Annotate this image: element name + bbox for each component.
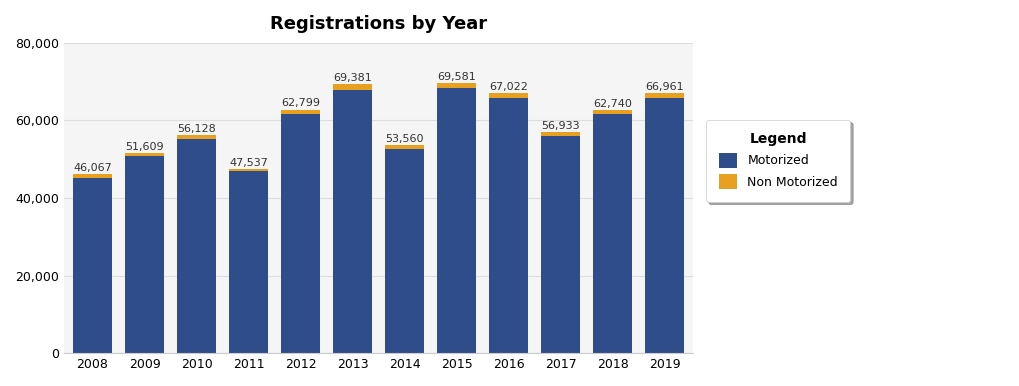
Bar: [125, 153, 164, 156]
Bar: [177, 135, 216, 139]
Bar: [437, 83, 476, 88]
Text: 56,128: 56,128: [177, 124, 216, 134]
Bar: [229, 169, 268, 171]
Text: 67,022: 67,022: [489, 82, 528, 92]
Text: 66,961: 66,961: [645, 82, 684, 92]
Bar: [177, 139, 216, 353]
Text: 62,799: 62,799: [281, 98, 320, 108]
Text: 69,381: 69,381: [333, 73, 372, 83]
Text: 62,740: 62,740: [593, 99, 632, 109]
Text: 51,609: 51,609: [125, 142, 164, 152]
Bar: [333, 90, 372, 353]
Bar: [645, 98, 684, 353]
Text: 47,537: 47,537: [229, 157, 268, 168]
Bar: [73, 178, 112, 353]
Bar: [385, 149, 424, 353]
Bar: [281, 110, 320, 114]
Bar: [385, 146, 424, 149]
Bar: [73, 174, 112, 178]
Text: 69,581: 69,581: [437, 72, 476, 82]
Bar: [645, 93, 684, 98]
Bar: [593, 110, 632, 114]
Bar: [489, 98, 528, 353]
Text: 53,560: 53,560: [385, 134, 424, 144]
Bar: [489, 93, 528, 98]
Bar: [281, 114, 320, 353]
Bar: [125, 156, 164, 353]
Bar: [229, 171, 268, 353]
Title: Registrations by Year: Registrations by Year: [270, 15, 487, 33]
Bar: [541, 132, 580, 136]
Text: 56,933: 56,933: [541, 121, 580, 131]
Bar: [437, 88, 476, 353]
Bar: [333, 84, 372, 90]
Text: 46,067: 46,067: [73, 163, 112, 173]
Bar: [593, 114, 632, 353]
Legend: Motorized, Non Motorized: Motorized, Non Motorized: [705, 120, 850, 202]
Bar: [541, 136, 580, 353]
